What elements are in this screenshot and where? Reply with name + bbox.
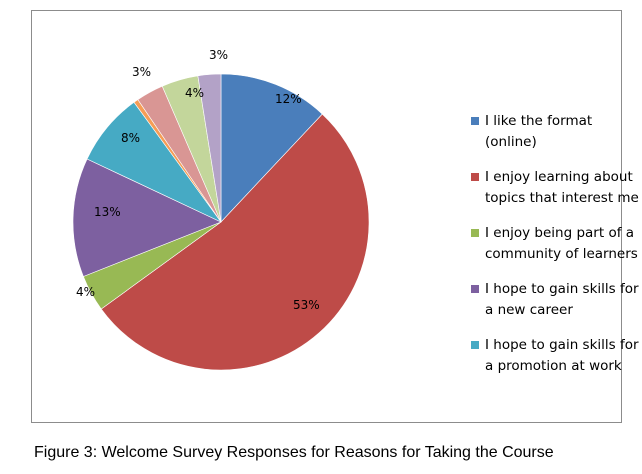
legend-label: I hope to gain skills for [485,337,639,353]
legend-item: I hope to gain skills for a promotion at … [471,335,642,377]
figure-caption: Figure 3: Welcome Survey Responses for R… [34,444,554,461]
legend-item: I enjoy being part of a community of lear… [471,223,642,265]
chart-legend: I like the format (online) I enjoy learnin… [471,111,642,391]
pie-slice-label: 3% [209,48,228,62]
chart-frame: 12% 53% 4% 13% 8% 3% 4% 3% I like the format (on… [31,10,639,423]
pie-slices [72,73,370,371]
pie-slice-label: 12% [275,92,302,106]
legend-swatch [471,341,479,349]
legend-item: I like the format (online) [471,111,642,153]
pie-labels: 12% 53% 4% 13% 8% 3% 4% 3% [76,48,320,312]
legend-label: a new career [485,302,573,318]
legend-label: I like the format [485,113,593,129]
pie-slice [220,73,323,223]
pie-slice-label: 4% [76,285,95,299]
legend-swatch [471,285,479,293]
pie-slice-label: 53% [293,298,320,312]
pie-slice [197,73,222,223]
legend-label: I hope to gain skills for [485,281,639,297]
legend-label: (online) [485,134,537,150]
legend-label: topics that interest me [485,190,639,206]
legend-swatch [471,229,479,237]
pie-slice-label: 13% [94,205,121,219]
pie-slice-label: 3% [132,65,151,79]
legend-label: community of learners [485,246,638,262]
legend-swatch [471,173,479,181]
legend-swatch [471,117,479,125]
pie-slice-label: 8% [121,131,140,145]
legend-label: I enjoy learning about [485,169,633,185]
legend-item: I hope to gain skills for a new career [471,279,642,321]
pie-slice-label: 4% [185,86,204,100]
legend-item: I enjoy learning about topics that intere… [471,167,642,209]
pie-slice [72,158,222,277]
legend-label: I enjoy being part of a [485,225,635,241]
pie-slice [100,113,370,371]
pie-chart: 12% 53% 4% 13% 8% 3% 4% 3% [72,48,370,371]
legend-label: a promotion at work [485,358,622,374]
